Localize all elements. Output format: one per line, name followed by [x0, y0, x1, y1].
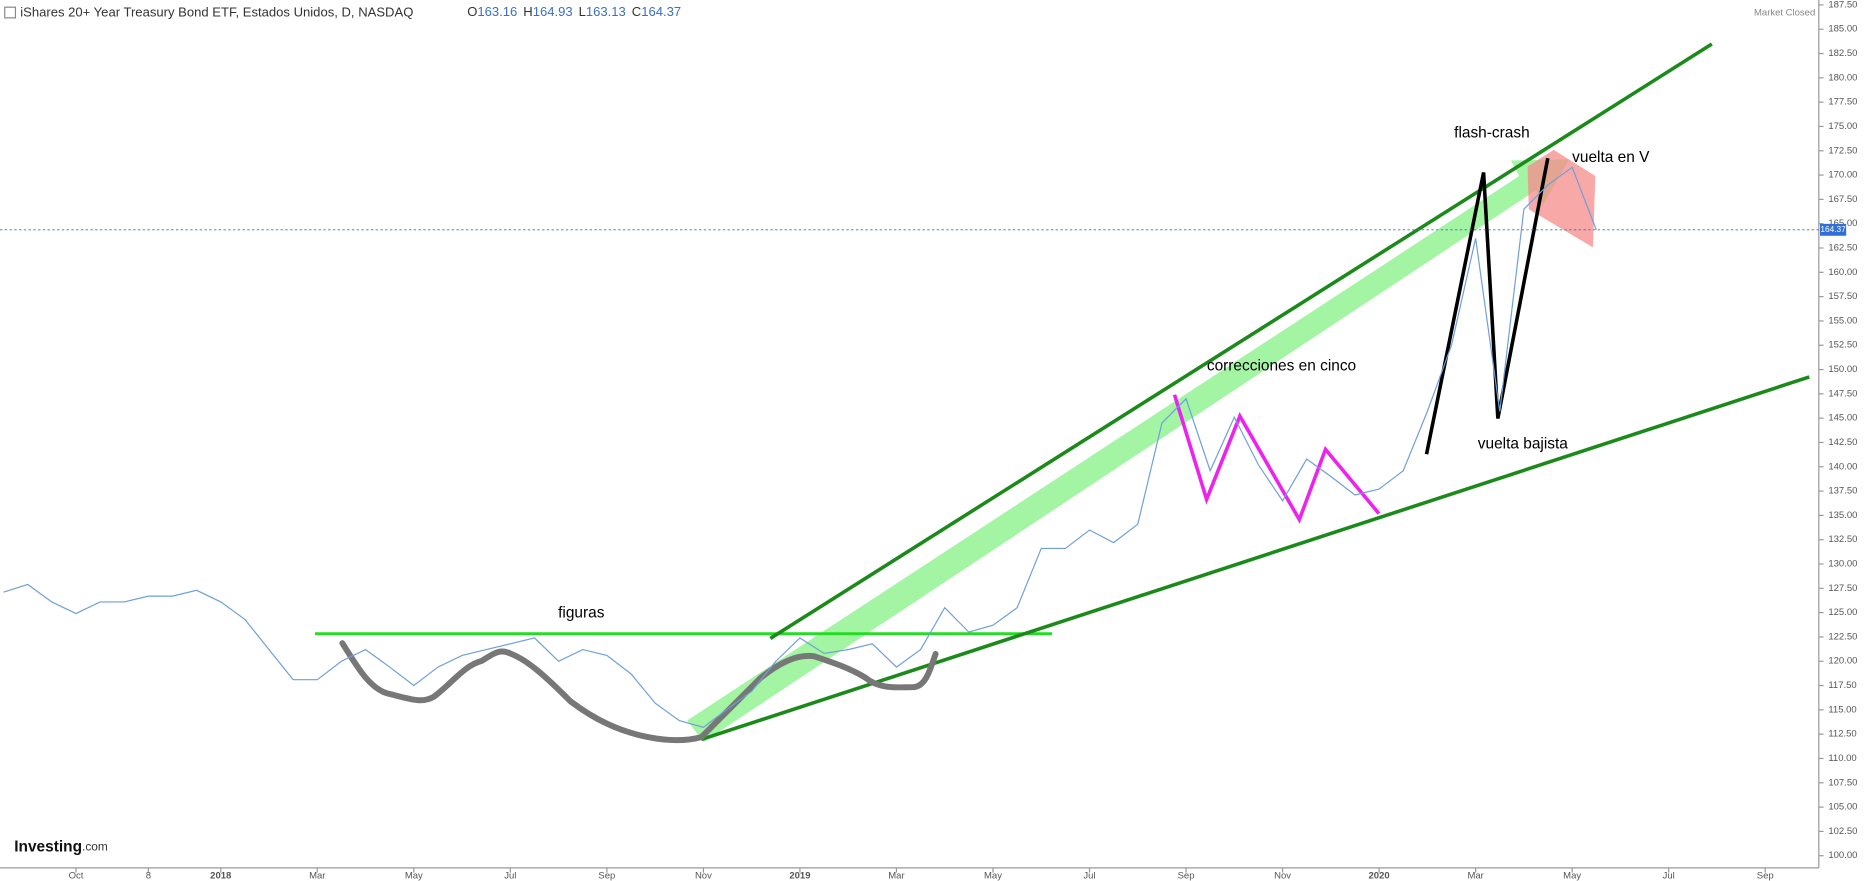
x-tick-label: 8	[146, 871, 151, 881]
collapse-icon[interactable]	[4, 6, 17, 19]
ohlc-value: 164.93	[533, 5, 573, 20]
brand-suffix: .com	[82, 840, 108, 854]
x-tick-label: 2018	[210, 871, 231, 881]
y-tick-label: 160.00	[1828, 267, 1857, 278]
x-tick-label: 2020	[1369, 871, 1390, 881]
annotation: figuras	[558, 605, 605, 622]
y-tick-label: 122.50	[1828, 631, 1857, 642]
x-tick-label: Jul	[1663, 871, 1675, 881]
y-tick-label: 102.50	[1828, 826, 1857, 837]
y-tick-label: 152.50	[1828, 340, 1857, 351]
y-tick-label: 100.00	[1828, 850, 1857, 861]
y-tick-label: 182.50	[1828, 48, 1857, 59]
market-status: Market Closed	[1754, 8, 1815, 19]
x-tick-label: Oct	[69, 871, 84, 881]
y-tick-label: 155.00	[1828, 315, 1857, 326]
y-tick-label: 145.00	[1828, 413, 1857, 424]
annotation: flash-crash	[1454, 124, 1530, 141]
y-tick-label: 130.00	[1828, 559, 1857, 570]
flash-crash-lines	[1424, 157, 1550, 455]
pattern-curve	[339, 640, 939, 744]
last-price-tag	[1820, 223, 1847, 236]
y-tick-label: 185.00	[1828, 24, 1857, 35]
y-tick-label: 172.50	[1828, 145, 1857, 156]
y-tick-label: 107.50	[1828, 777, 1857, 788]
ohlc-name: L	[579, 5, 586, 20]
ohlc-value: 163.13	[586, 5, 626, 20]
ohlc: O163.16 H164.93 L163.13 C164.37	[467, 5, 681, 20]
chart-title: iShares 20+ Year Treasury Bond ETF, Esta…	[20, 5, 413, 20]
x-tick-label: Jul	[1083, 871, 1095, 881]
y-tick-label: 137.50	[1828, 486, 1857, 497]
x-tick-label: May	[405, 871, 423, 881]
five-waves	[1172, 394, 1381, 524]
ohlc-name: H	[523, 5, 532, 20]
ohlc-value: 163.16	[477, 5, 517, 20]
y-tick-label: 127.50	[1828, 583, 1857, 594]
annotation: correcciones en cinco	[1207, 357, 1356, 374]
ohlc-value: 164.37	[641, 5, 681, 20]
x-tick-label: Nov	[1274, 871, 1291, 881]
y-tick-label: 162.50	[1828, 243, 1857, 254]
y-tick-label: 132.50	[1828, 534, 1857, 545]
drawings	[315, 42, 1810, 744]
x-tick-label: Sep	[1757, 871, 1774, 881]
brand-name: Investing	[14, 839, 82, 856]
y-tick-label: 142.50	[1828, 437, 1857, 448]
y-tick-label: 112.50	[1828, 729, 1856, 740]
brand: Investing.com	[14, 839, 108, 856]
x-tick-label: Sep	[1178, 871, 1195, 881]
trend-arrow	[687, 159, 1570, 742]
channel-bottom	[700, 375, 1810, 742]
y-tick-label: 147.50	[1828, 388, 1857, 399]
y-tick-label: 117.50	[1828, 680, 1856, 691]
y-tick-label: 110.00	[1828, 753, 1856, 764]
y-tick-label: 157.50	[1828, 291, 1857, 302]
y-tick-label: 135.00	[1828, 510, 1857, 521]
x-tick-label: May	[984, 871, 1002, 881]
y-tick-label: 177.50	[1828, 97, 1857, 108]
last-price-label: 164.37	[1820, 224, 1846, 234]
y-tick-label: 187.50	[1828, 0, 1857, 10]
x-tick-label: Mar	[309, 871, 325, 881]
y-tick-label: 120.00	[1828, 656, 1857, 667]
ohlc-name: O	[467, 5, 477, 20]
price-line	[3, 166, 1597, 729]
x-tick-label: Mar	[888, 871, 904, 881]
ohlc-name: C	[632, 5, 641, 20]
y-tick-label: 105.00	[1828, 802, 1857, 813]
annotation: vuelta en V	[1572, 149, 1650, 166]
x-tick-label: Sep	[598, 871, 615, 881]
y-tick-label: 140.00	[1828, 461, 1857, 472]
y-tick-label: 115.00	[1828, 704, 1856, 715]
annotation: vuelta bajista	[1478, 436, 1569, 453]
x-tick-label: Nov	[695, 871, 712, 881]
y-tick-label: 125.00	[1828, 607, 1857, 618]
x-tick-label: 2019	[789, 871, 810, 881]
y-tick-label: 175.00	[1828, 121, 1857, 132]
y-tick-label: 165.00	[1828, 218, 1857, 229]
y-tick-label: 150.00	[1828, 364, 1857, 375]
x-tick-label: Jul	[504, 871, 516, 881]
channel-top	[769, 42, 1713, 640]
y-tick-label: 180.00	[1828, 72, 1857, 83]
x-tick-label: May	[1563, 871, 1581, 881]
x-tick-label: Mar	[1467, 871, 1483, 881]
y-tick-label: 167.50	[1828, 194, 1857, 205]
y-tick-label: 170.00	[1828, 170, 1857, 181]
